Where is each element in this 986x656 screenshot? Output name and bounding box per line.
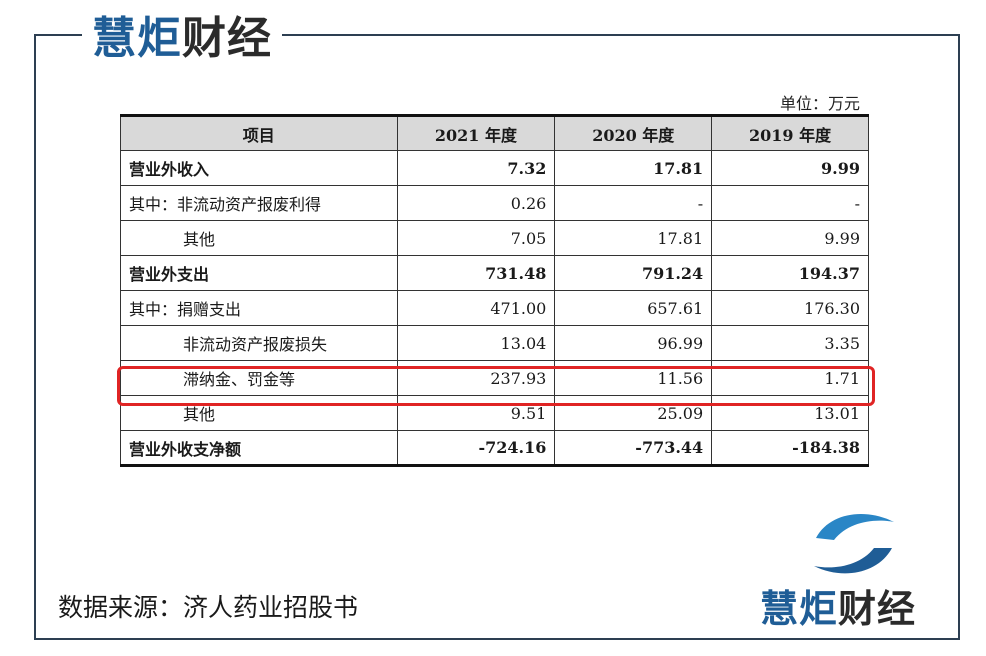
row-label: 其他 bbox=[120, 220, 398, 256]
row-label: 营业外收支净额 bbox=[120, 430, 398, 466]
cell-value: 13.04 bbox=[396, 325, 556, 361]
table-row: 其中：捐赠支出 471.00 657.61 176.30 bbox=[120, 290, 869, 326]
cell-value: -724.16 bbox=[396, 430, 556, 466]
cell-value: -184.38 bbox=[711, 430, 869, 466]
cell-value: 657.61 bbox=[554, 290, 713, 326]
table-row: 其他 9.51 25.09 13.01 bbox=[120, 395, 869, 431]
table-row: 营业外支出 731.48 791.24 194.37 bbox=[120, 255, 869, 291]
brand-name-part1: 慧炬 bbox=[760, 587, 839, 631]
cell-value: 194.37 bbox=[711, 255, 869, 291]
cell-value: 13.01 bbox=[711, 395, 869, 431]
cell-value: 9.99 bbox=[711, 220, 869, 256]
cell-value: - bbox=[711, 185, 869, 221]
cell-value: 17.81 bbox=[554, 150, 713, 186]
brand-logo-header: 慧炬 财经 bbox=[82, 8, 282, 64]
table-row: 非流动资产报废损失 13.04 96.99 3.35 bbox=[120, 325, 869, 361]
column-header: 2020 年度 bbox=[554, 115, 713, 151]
cell-value: 3.35 bbox=[711, 325, 869, 361]
cell-value: 7.05 bbox=[396, 220, 556, 256]
brand-name-part2: 财经 bbox=[182, 13, 272, 64]
cell-value: -773.44 bbox=[554, 430, 713, 466]
unit-label: 单位：万元 bbox=[779, 94, 860, 113]
table-row: 营业外收支净额 -724.16 -773.44 -184.38 bbox=[120, 430, 869, 466]
cell-value: 7.32 bbox=[396, 150, 556, 186]
column-header: 2021 年度 bbox=[396, 115, 556, 151]
column-header: 项目 bbox=[120, 115, 398, 151]
cell-value: 791.24 bbox=[554, 255, 713, 291]
brand-logo-footer: 慧炬财经 bbox=[760, 578, 916, 633]
row-label: 营业外收入 bbox=[120, 150, 398, 186]
table-row: 其他 7.05 17.81 9.99 bbox=[120, 220, 869, 256]
row-label: 非流动资产报废损失 bbox=[120, 325, 398, 361]
table-header-row: 项目 2021 年度 2020 年度 2019 年度 bbox=[120, 115, 869, 151]
cell-value: 471.00 bbox=[396, 290, 556, 326]
cell-value: 9.99 bbox=[711, 150, 869, 186]
cell-value: 17.81 bbox=[554, 220, 713, 256]
highlight-box bbox=[117, 366, 875, 406]
cell-value: 96.99 bbox=[554, 325, 713, 361]
brand-name-part2: 财经 bbox=[838, 587, 917, 631]
table-row: 其中：非流动资产报废利得 0.26 - - bbox=[120, 185, 869, 221]
cell-value: - bbox=[554, 185, 713, 221]
row-label: 营业外支出 bbox=[120, 255, 398, 291]
cell-value: 176.30 bbox=[711, 290, 869, 326]
cell-value: 0.26 bbox=[396, 185, 556, 221]
row-label: 其中：捐赠支出 bbox=[120, 290, 398, 326]
row-label: 其中：非流动资产报废利得 bbox=[120, 185, 398, 221]
column-header: 2019 年度 bbox=[711, 115, 869, 151]
brand-logo-icon bbox=[814, 514, 894, 574]
brand-name-part1: 慧炬 bbox=[92, 13, 182, 64]
cell-value: 731.48 bbox=[396, 255, 556, 291]
financial-table: 项目 2021 年度 2020 年度 2019 年度 营业外收入 7.32 17… bbox=[120, 114, 869, 467]
source-note: 数据来源：济人药业招股书 bbox=[58, 593, 359, 622]
table-row: 营业外收入 7.32 17.81 9.99 bbox=[120, 150, 869, 186]
content-frame bbox=[34, 34, 960, 640]
